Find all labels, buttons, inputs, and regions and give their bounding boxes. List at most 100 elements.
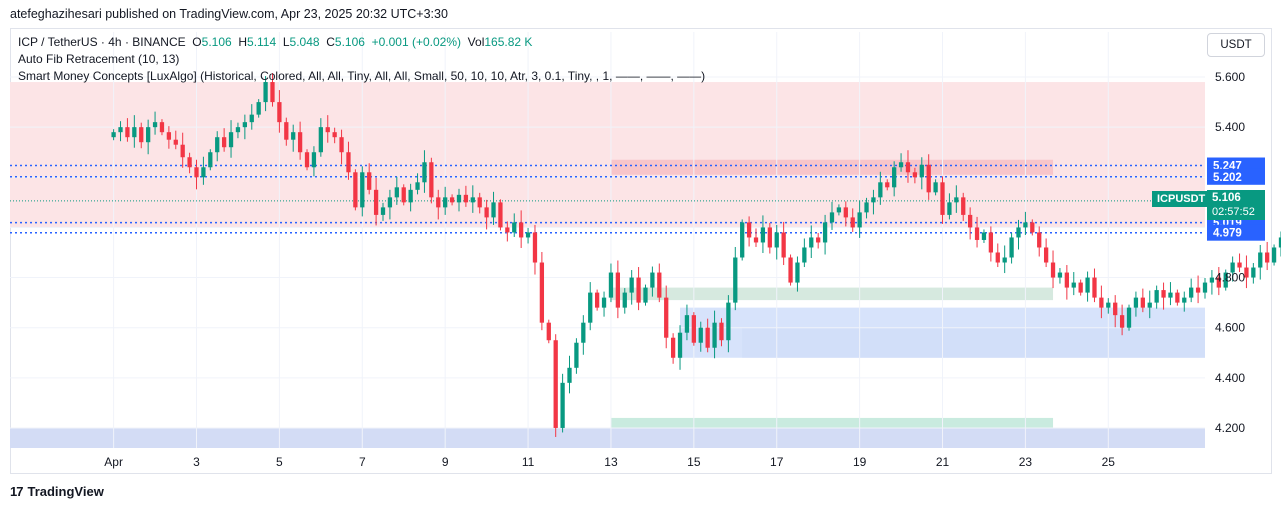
candle-48 [443,186,448,215]
candle-112 [885,179,890,191]
candle-18 [235,122,241,139]
candle-body-20 [249,114,254,123]
time-axis: Apr 3 5 7 9 11 13 15 17 19 21 23 25 [104,455,1115,469]
candle-body-46 [429,162,434,198]
candle-body-53 [477,197,482,208]
candle-body-73 [615,272,621,308]
candle-body-71 [601,297,607,308]
candle-body-137 [1057,272,1063,278]
legend-low-label: L [282,35,290,49]
candle-105 [836,204,842,216]
candle-100 [802,238,807,268]
candle-45 [422,150,427,193]
x-tick-4: 9 [442,455,449,469]
candle-95 [767,222,772,254]
candle-84 [691,312,696,346]
supply-zone [610,159,1054,175]
candle-body-166 [1258,252,1263,268]
candle-body-158 [1202,282,1208,293]
candle-73 [615,260,621,319]
candle-body-54 [484,207,489,218]
ticker-label: ICPUSDT [1152,191,1211,207]
candle-74 [622,288,627,314]
candle-76 [636,267,641,311]
legend-volume: 165.82 K [484,35,533,49]
candle-body-113 [892,167,897,188]
currency-button[interactable]: USDT [1207,33,1265,57]
candle-1 [118,121,123,142]
candle-body-14 [208,152,213,168]
candle-108 [857,200,862,238]
candle-body-4 [139,127,144,143]
candle-body-72 [608,272,614,298]
x-tick-7: 15 [687,455,701,469]
candle-body-104 [829,212,835,223]
candle-body-136 [1050,262,1056,278]
candle-37 [367,163,372,195]
legend-indicator-smc[interactable]: Smart Money Concepts [LuxAlgo] (Historic… [18,69,706,83]
candle-110 [871,189,876,215]
x-tick-12: 25 [1102,455,1116,469]
candle-52 [470,185,475,213]
candle-body-167 [1265,252,1270,263]
candle-body-41 [394,187,399,198]
candle-54 [484,199,489,230]
candle-114 [898,153,904,172]
candle-body-63 [546,322,551,341]
candle-body-68 [581,322,586,343]
candle-122 [954,185,959,213]
candle-body-140 [1078,282,1083,293]
candle-115 [905,150,911,183]
candle-body-44 [415,182,420,190]
candle-6 [152,111,158,135]
candle-body-152 [1161,290,1166,298]
candle-body-116 [912,172,918,178]
candle-32 [332,127,337,144]
discount-zone [10,427,1205,448]
candle-138 [1064,265,1069,300]
candle-102 [816,232,821,249]
tradingview-brand[interactable]: 17 TradingView [10,484,104,499]
candle-body-141 [1085,277,1090,293]
candle-149 [1140,288,1145,313]
candle-86 [705,318,710,353]
legend-symbol[interactable]: ICP / TetherUS · 4h · BINANCE [18,35,186,49]
candle-body-154 [1175,292,1180,303]
grid-lines [10,32,1205,448]
candle-body-98 [788,257,793,283]
candle-98 [788,254,793,286]
candle-body-106 [843,207,848,218]
candle-body-37 [367,172,372,190]
candle-167 [1265,241,1270,271]
legend-indicator-fib[interactable]: Auto Fib Retracement (10, 13) [18,52,180,66]
candle-109 [864,197,869,219]
price-label-bg-3 [1207,224,1265,241]
candle-75 [629,270,634,305]
candle-140 [1078,279,1083,296]
candle-body-143 [1099,297,1104,308]
candle-139 [1071,272,1076,296]
candle-146 [1119,304,1125,336]
candle-83 [684,304,690,341]
chart-frame [10,28,1272,474]
price-label-bg-1 [1207,168,1265,185]
candle-body-123 [961,197,966,215]
candle-132 [1023,211,1028,235]
candle-body-114 [898,162,904,168]
candle-body-10 [180,144,185,158]
candle-150 [1147,290,1152,319]
equilibrium-zone [610,287,1054,301]
candle-body-64 [553,340,558,428]
candle-93 [753,228,759,247]
candle-123 [961,192,966,221]
candle-118 [926,154,931,200]
candle-47 [436,189,441,220]
candle-79 [657,263,662,303]
candle-body-39 [380,207,386,215]
candle-5 [146,119,151,155]
candle-body-132 [1023,222,1028,228]
candle-119 [933,179,938,196]
candle-126 [981,229,987,243]
legend-close: 5.106 [334,35,365,49]
